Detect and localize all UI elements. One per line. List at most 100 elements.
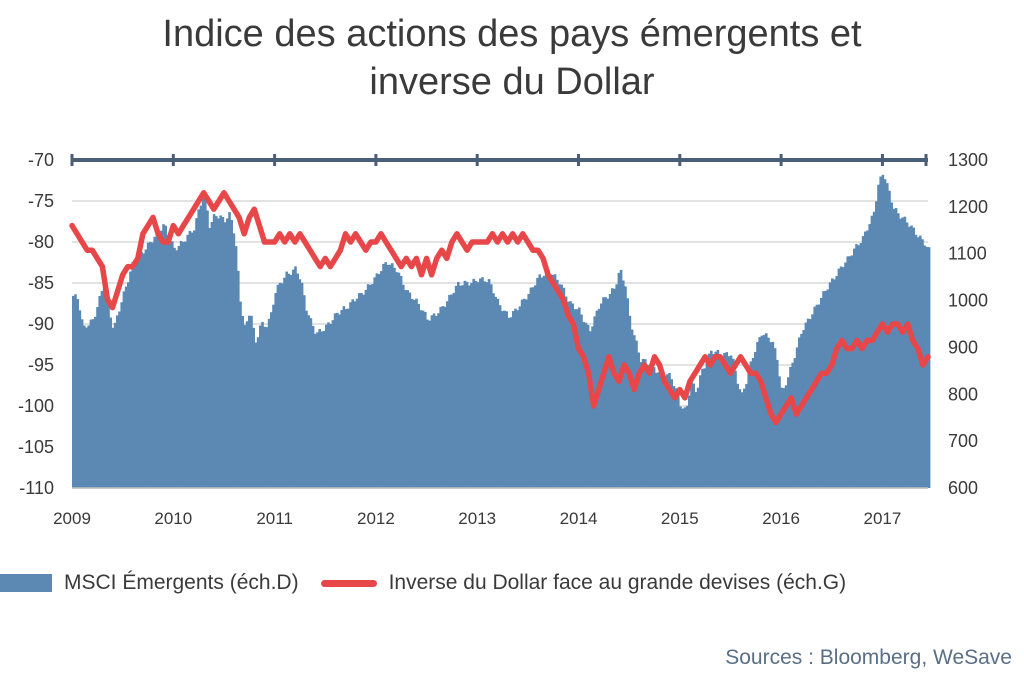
msci-bar bbox=[747, 371, 750, 488]
msci-bar bbox=[745, 383, 748, 488]
msci-bar bbox=[360, 292, 363, 488]
msci-bar bbox=[875, 201, 878, 489]
msci-bar bbox=[380, 271, 383, 488]
left-axis-tick-label: -105 bbox=[18, 437, 54, 457]
msci-bar bbox=[76, 299, 79, 488]
msci-bar bbox=[861, 236, 865, 488]
msci-bar bbox=[463, 280, 467, 488]
msci-bar bbox=[465, 281, 469, 488]
msci-bar bbox=[212, 214, 216, 488]
msci-bar bbox=[83, 325, 86, 488]
msci-bar bbox=[556, 279, 559, 488]
msci-bar bbox=[443, 306, 447, 488]
left-axis-tick-label: -75 bbox=[28, 191, 54, 211]
msci-bar bbox=[340, 310, 343, 488]
msci-bar bbox=[377, 274, 381, 488]
msci-bar bbox=[727, 356, 731, 488]
msci-bar bbox=[558, 284, 561, 488]
msci-bar bbox=[476, 282, 480, 488]
msci-bar bbox=[474, 280, 478, 488]
msci-bar bbox=[393, 267, 396, 488]
msci-bar bbox=[131, 262, 134, 488]
msci-bar bbox=[820, 297, 823, 488]
msci-bar bbox=[525, 299, 528, 488]
msci-bar bbox=[494, 296, 497, 488]
msci-bar bbox=[105, 295, 108, 488]
msci-bar bbox=[615, 284, 618, 488]
msci-bar bbox=[294, 266, 297, 488]
msci-bar bbox=[509, 317, 513, 488]
msci-bar bbox=[564, 296, 568, 488]
msci-bar bbox=[512, 311, 515, 488]
msci-bar bbox=[153, 236, 156, 488]
msci-bar bbox=[342, 306, 346, 488]
msci-bar bbox=[386, 264, 390, 488]
msci-bar bbox=[217, 218, 220, 488]
msci-bar bbox=[142, 253, 145, 488]
msci-bar bbox=[672, 386, 676, 488]
right-axis-tick-label: 900 bbox=[948, 337, 978, 357]
msci-bar bbox=[94, 316, 97, 488]
msci-bar bbox=[223, 222, 227, 488]
msci-bar bbox=[303, 295, 306, 488]
left-axis-tick-label: -95 bbox=[28, 355, 54, 375]
msci-bar bbox=[195, 218, 198, 489]
msci-bar bbox=[751, 357, 755, 488]
msci-bar bbox=[437, 313, 440, 488]
msci-bar bbox=[204, 192, 207, 489]
msci-bar bbox=[826, 289, 830, 488]
msci-bar bbox=[428, 320, 431, 488]
msci-bar bbox=[910, 225, 913, 488]
msci-bar bbox=[883, 179, 887, 488]
msci-bar bbox=[364, 289, 368, 488]
msci-bar bbox=[215, 216, 218, 488]
msci-bar bbox=[793, 358, 797, 488]
msci-bar bbox=[547, 269, 550, 488]
msci-bar bbox=[765, 333, 768, 488]
msci-bar bbox=[175, 250, 178, 488]
right-axis-tick-label: 700 bbox=[948, 431, 978, 451]
msci-bar bbox=[580, 314, 583, 488]
msci-bar bbox=[567, 301, 570, 488]
chart-title-line-1: Indice des actions des pays émergents et bbox=[162, 13, 862, 55]
msci-bar bbox=[507, 317, 511, 488]
x-axis-tick-label: 2014 bbox=[560, 509, 598, 528]
legend-label-dollar: Inverse du Dollar face au grande devises… bbox=[388, 571, 847, 594]
msci-bar bbox=[725, 352, 728, 488]
msci-bar bbox=[622, 280, 625, 488]
msci-bar bbox=[890, 202, 893, 488]
msci-bar bbox=[206, 210, 209, 489]
msci-bar bbox=[155, 231, 159, 489]
msci-bar bbox=[78, 310, 82, 488]
msci-bar bbox=[89, 319, 93, 488]
msci-bar bbox=[402, 284, 405, 488]
chart-title-line-2: inverse du Dollar bbox=[369, 61, 655, 103]
msci-bar bbox=[305, 310, 308, 488]
msci-bar bbox=[690, 380, 693, 488]
msci-bar bbox=[289, 274, 293, 488]
msci-bar bbox=[569, 301, 572, 488]
msci-bar bbox=[908, 226, 911, 488]
msci-bar bbox=[604, 297, 607, 488]
left-axis-tick-label: -90 bbox=[28, 314, 54, 334]
msci-bar bbox=[327, 322, 330, 488]
msci-bar bbox=[549, 274, 552, 488]
msci-bar bbox=[501, 311, 504, 488]
msci-bar bbox=[626, 298, 629, 488]
msci-bar bbox=[791, 362, 794, 488]
msci-bar bbox=[116, 315, 119, 488]
msci-bar bbox=[641, 359, 645, 488]
msci-bar bbox=[102, 288, 106, 488]
msci-bar bbox=[661, 374, 665, 488]
msci-bar bbox=[173, 247, 176, 488]
msci-bar bbox=[628, 315, 632, 488]
msci-bar bbox=[243, 324, 247, 488]
msci-bar bbox=[292, 269, 295, 488]
msci-bar bbox=[91, 319, 95, 488]
msci-bar bbox=[353, 301, 357, 488]
msci-bar bbox=[281, 283, 284, 488]
msci-bar bbox=[584, 322, 588, 488]
msci-bar bbox=[685, 405, 689, 488]
msci-bar bbox=[659, 370, 662, 488]
legend: MSCI Émergents (éch.D) Inverse du Dollar… bbox=[0, 565, 868, 601]
